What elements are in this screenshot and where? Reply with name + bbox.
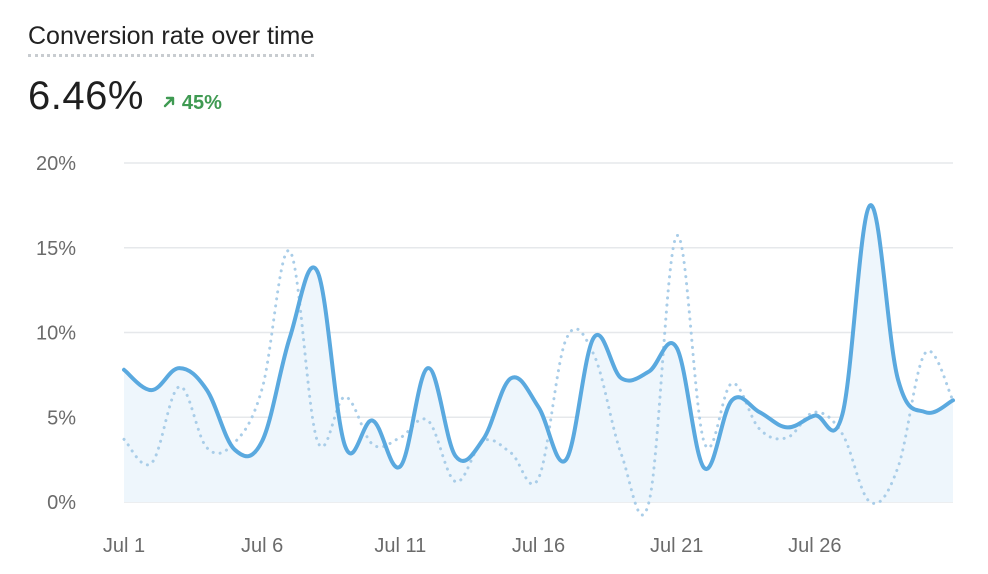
x-tick-label: Jul 1 [103, 535, 145, 557]
primary-series-area [124, 205, 953, 502]
y-tick-label: 20% [36, 153, 76, 175]
y-tick-label: 0% [47, 492, 76, 514]
x-tick-label: Jul 11 [374, 535, 426, 557]
x-axis: Jul 1 Jul 6 Jul 11 Jul 16 Jul 21 Jul 26 [103, 535, 842, 557]
metric-row: 6.46% 45% [28, 74, 222, 119]
x-tick-label: Jul 16 [512, 535, 565, 557]
delta-value: 45% [181, 92, 222, 114]
arrow-up-right-icon [162, 92, 176, 115]
x-tick-label: Jul 26 [788, 535, 841, 557]
metric-value: 6.46% [28, 74, 144, 118]
delta-badge: 45% [162, 92, 222, 115]
y-tick-label: 10% [36, 323, 76, 345]
y-axis: 0% 5% 10% 15% 20% [36, 153, 76, 514]
x-tick-label: Jul 6 [241, 535, 283, 557]
y-tick-label: 5% [47, 407, 76, 429]
x-tick-label: Jul 21 [650, 535, 703, 557]
chart-title[interactable]: Conversion rate over time [28, 20, 315, 57]
y-tick-label: 15% [36, 238, 76, 260]
primary-series-line[interactable] [122, 203, 955, 471]
